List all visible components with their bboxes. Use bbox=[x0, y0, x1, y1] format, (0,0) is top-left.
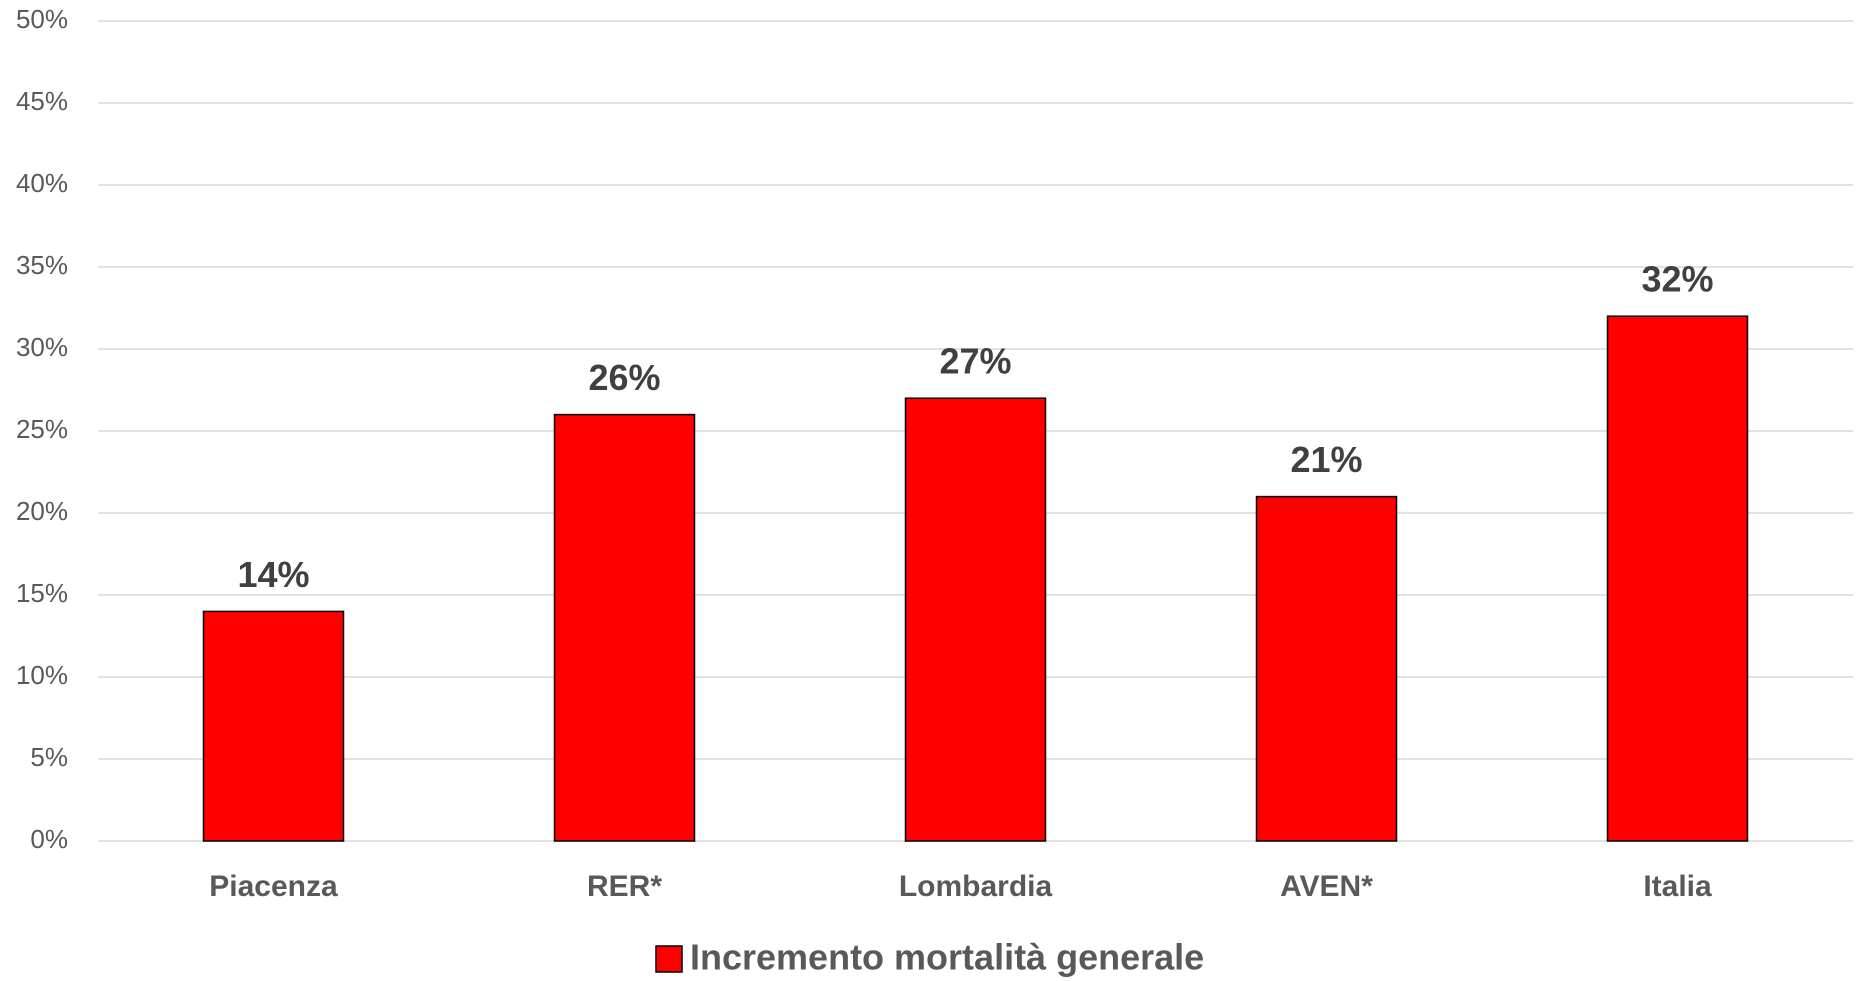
value-label: 27% bbox=[939, 341, 1011, 382]
y-tick-label: 0% bbox=[30, 824, 68, 854]
y-tick-label: 40% bbox=[16, 168, 68, 198]
y-tick-label: 30% bbox=[16, 332, 68, 362]
legend-swatch bbox=[655, 945, 683, 973]
bar bbox=[1606, 315, 1749, 842]
value-label: 32% bbox=[1641, 259, 1713, 300]
y-tick-label: 10% bbox=[16, 660, 68, 690]
value-label: 21% bbox=[1290, 439, 1362, 480]
bar bbox=[202, 610, 345, 842]
y-tick-label: 50% bbox=[16, 4, 68, 34]
bar bbox=[1255, 495, 1398, 842]
value-label: 26% bbox=[588, 357, 660, 398]
y-tick-label: 25% bbox=[16, 414, 68, 444]
y-tick-label: 15% bbox=[16, 578, 68, 608]
x-tick-label: Piacenza bbox=[209, 870, 338, 903]
bar bbox=[553, 413, 696, 842]
y-tick-label: 35% bbox=[16, 250, 68, 280]
x-tick-label: AVEN* bbox=[1280, 870, 1373, 903]
y-tick-label: 5% bbox=[30, 742, 68, 772]
bar bbox=[904, 397, 1047, 842]
x-tick-label: Italia bbox=[1643, 870, 1712, 903]
y-tick-label: 45% bbox=[16, 86, 68, 116]
x-tick-label: RER* bbox=[587, 870, 662, 903]
y-tick-label: 20% bbox=[16, 496, 68, 526]
legend-label: Incremento mortalità generale bbox=[690, 937, 1204, 978]
value-label: 14% bbox=[237, 554, 309, 595]
x-tick-label: Lombardia bbox=[899, 870, 1053, 903]
